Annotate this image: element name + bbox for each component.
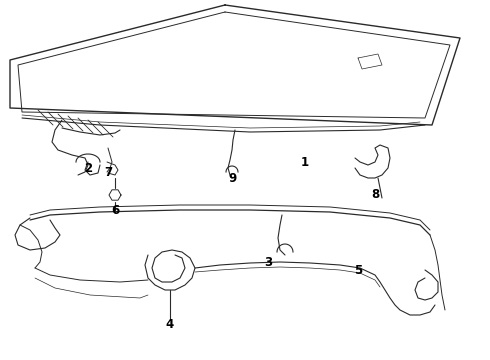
Text: 3: 3 (264, 256, 272, 269)
Text: 9: 9 (228, 171, 236, 184)
Text: 6: 6 (111, 203, 119, 216)
Text: 7: 7 (104, 166, 112, 179)
Text: 8: 8 (371, 189, 379, 202)
Text: 4: 4 (166, 319, 174, 332)
Text: 5: 5 (354, 264, 362, 276)
Text: 2: 2 (84, 162, 92, 175)
Text: 1: 1 (301, 156, 309, 168)
